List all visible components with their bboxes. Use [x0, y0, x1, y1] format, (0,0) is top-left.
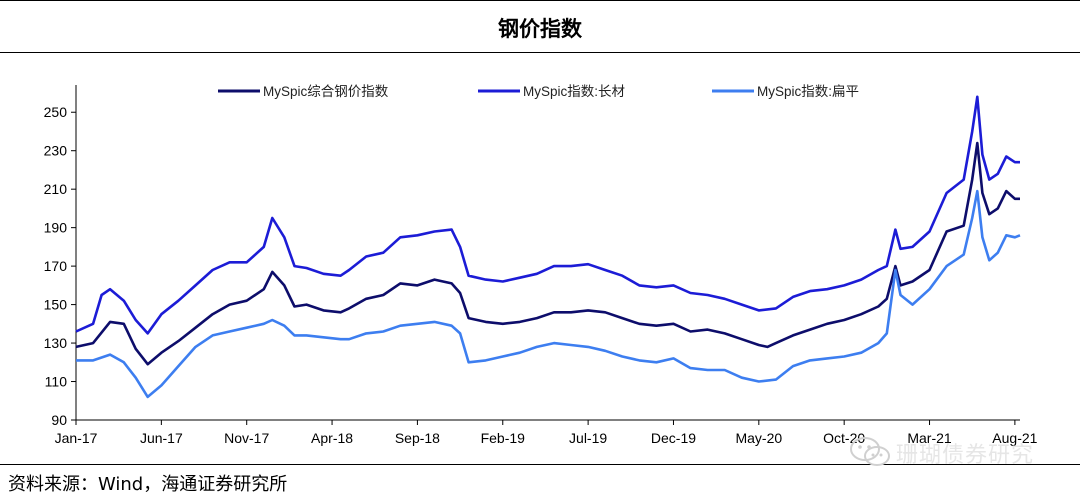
y-tick-label: 190 [44, 220, 68, 236]
x-tick-label: Jun-17 [140, 430, 183, 446]
series-line-2 [75, 95, 1020, 335]
series-line-1 [75, 141, 1020, 366]
x-tick-label: Sep-18 [395, 430, 440, 446]
legend: MySpic综合钢价指数 MySpic指数:长材 MySpic指数:扁平 [218, 84, 859, 99]
y-tick-label: 210 [44, 181, 68, 197]
x-tick-label: Aug-21 [992, 430, 1037, 446]
x-tick-label: May-20 [735, 430, 782, 446]
wechat-icon [850, 437, 890, 466]
watermark: 珊瑚债券研究 [848, 435, 1048, 471]
legend-label-3: MySpic指数:扁平 [757, 84, 859, 99]
y-tick-label: 150 [44, 297, 68, 313]
series-group [75, 95, 1021, 399]
y-tick-label: 170 [44, 258, 68, 274]
y-tick-label: 130 [44, 335, 68, 351]
watermark-text: 珊瑚债券研究 [896, 443, 1035, 468]
line-chart: MySpic综合钢价指数 MySpic指数:长材 MySpic指数:扁平 90 110… [44, 84, 1038, 446]
legend-label-1: MySpic综合钢价指数 [263, 84, 389, 99]
title-bar: 钢价指数 [0, 0, 1080, 53]
legend-label-2: MySpic指数:长材 [523, 84, 625, 99]
y-tick-label: 90 [51, 412, 67, 428]
x-tick-label: Feb-19 [481, 430, 526, 446]
axes: 90 110 130 150 170 190 210 230 250 Jan-17 Jun-17 No… [44, 85, 1038, 446]
x-tick-label: Jan-17 [55, 430, 98, 446]
y-tick-label: 250 [44, 104, 68, 120]
y-tick-label: 230 [44, 143, 68, 159]
y-tick-label: 110 [45, 374, 68, 390]
x-tick-label: Nov-17 [224, 430, 269, 446]
footer-divider [0, 464, 1080, 465]
page-title: 钢价指数 [498, 17, 582, 41]
x-tick-label: Apr-18 [311, 430, 353, 446]
x-tick-label: Dec-19 [651, 430, 696, 446]
x-tick-label: Mar-21 [907, 430, 952, 446]
x-tick-label: Jul-19 [569, 430, 607, 446]
series-line-3 [76, 189, 1021, 399]
source-note: 资料来源：Wind，海通证券研究所 [8, 474, 288, 495]
